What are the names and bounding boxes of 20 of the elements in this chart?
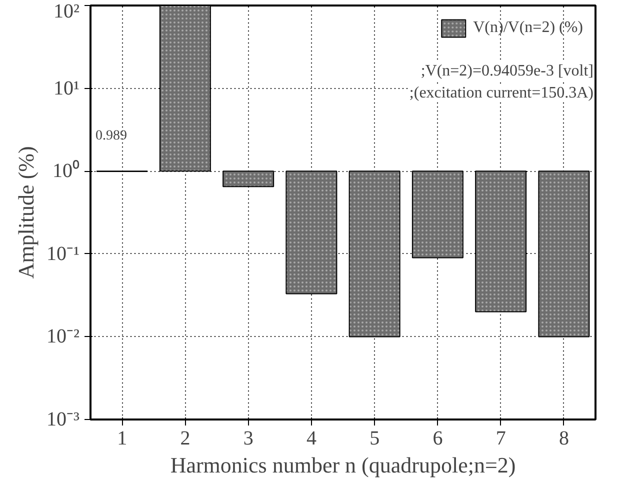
x-tick-label: 2 (180, 428, 190, 450)
y-tick-label: 10⁻¹ (46, 242, 80, 265)
y-tick-label: 10⁻² (46, 326, 80, 348)
y-axis-title: Amplitude (%) (14, 146, 39, 279)
x-tick-label: 7 (496, 428, 506, 450)
annotation: 0.989 (96, 128, 127, 144)
y-tick-label: 10¹ (54, 77, 80, 100)
y-tick-label: 10⁻³ (46, 408, 80, 430)
x-tick-label: 5 (370, 428, 380, 450)
y-tick-label: 10² (54, 0, 80, 22)
y-tick-label: 10⁰ (52, 159, 80, 182)
x-tick-label: 8 (558, 428, 569, 450)
x-tick-label: 4 (306, 428, 316, 450)
x-tick-label: 1 (117, 428, 128, 450)
legend-label: V(n)/V(n=2) (%) (473, 19, 583, 37)
annotation: ;V(n=2)=0.94059e-3 [volt] (420, 62, 594, 80)
x-tick-label: 6 (432, 428, 443, 450)
annotation: ;(excitation current=150.3A) (409, 84, 594, 102)
x-axis-title: Harmonics number n (quadrupole;n=2) (170, 452, 516, 478)
x-tick-label: 3 (243, 428, 254, 450)
